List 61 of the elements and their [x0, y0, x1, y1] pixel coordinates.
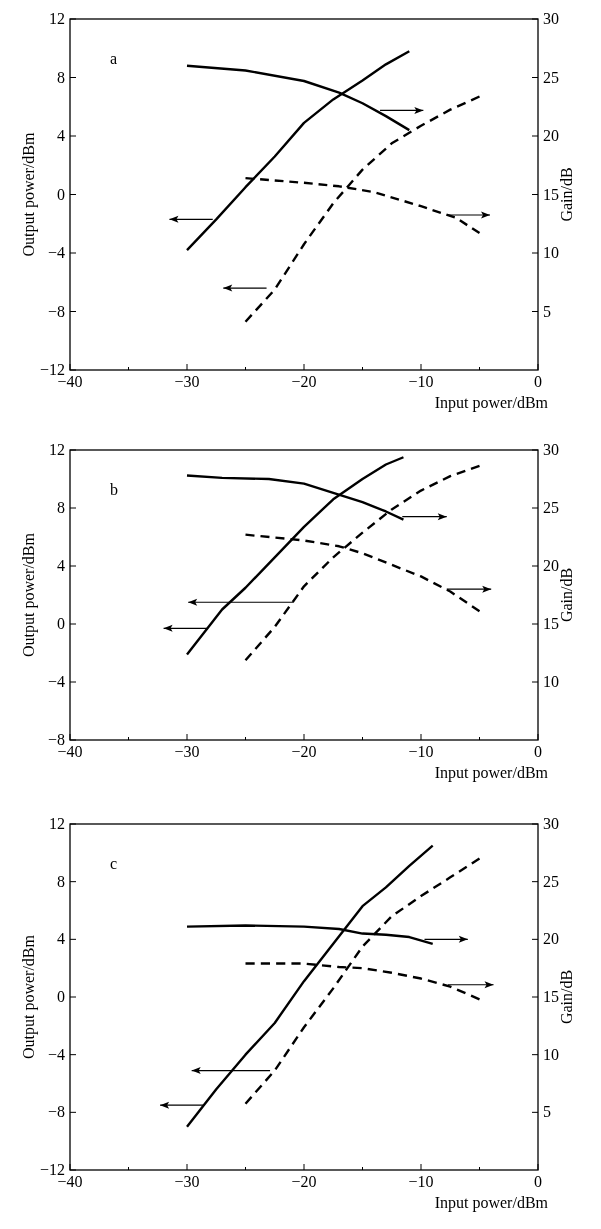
- y-axis-title: Output power/dBm: [20, 131, 38, 257]
- y2-tick-label: 20: [543, 127, 559, 144]
- y2-axis-title: Gain/dB: [558, 969, 575, 1025]
- y2-tick-label: 15: [543, 988, 559, 1005]
- y-tick-label: 12: [49, 441, 65, 458]
- x-axis-title: Input power/dBm: [434, 394, 549, 412]
- y2-tick-label: 30: [543, 441, 559, 458]
- x-tick-label: −20: [291, 1173, 317, 1190]
- y-tick-label: 8: [57, 68, 65, 86]
- y2-tick-label: 25: [543, 68, 559, 86]
- annotation: a: [110, 50, 118, 67]
- y2-tick-label: 30: [543, 10, 559, 27]
- y-tick-label: 0: [57, 615, 65, 632]
- y2-tick-label: 10: [543, 673, 559, 690]
- y2-tick-label: 10: [543, 244, 559, 261]
- x-tick-label: −10: [408, 743, 434, 760]
- y2-tick-label: 10: [543, 1045, 559, 1063]
- x-axis-title: Input power/dBm: [434, 1194, 549, 1212]
- x-tick-label: −30: [174, 1173, 200, 1190]
- y-tick-label: −4: [47, 673, 65, 690]
- y-tick-label: 4: [57, 930, 65, 948]
- x-tick-label: −20: [291, 373, 317, 390]
- y-tick-label: −8: [47, 731, 65, 748]
- x-tick-label: −30: [174, 743, 200, 760]
- y-axis-title: Output power/dBm: [20, 532, 38, 657]
- x-tick-label: −10: [408, 373, 434, 390]
- y2-tick-label: 20: [543, 930, 559, 948]
- annotation: c: [110, 855, 118, 872]
- x-tick-label: 0: [534, 743, 542, 760]
- y-tick-label: −4: [47, 1045, 65, 1063]
- y-tick-label: 8: [57, 872, 65, 890]
- y-tick-label: 8: [57, 499, 65, 516]
- y2-tick-label: 30: [543, 815, 559, 832]
- y-tick-label: −12: [39, 361, 65, 378]
- annotation: b: [110, 481, 118, 498]
- x-tick-label: 0: [534, 1173, 542, 1190]
- y-tick-label: 12: [49, 10, 65, 27]
- x-tick-label: −20: [291, 743, 317, 760]
- y-tick-label: −8: [47, 1103, 65, 1121]
- y2-tick-label: 15: [543, 615, 559, 632]
- y2-tick-label: 25: [543, 499, 559, 516]
- y-axis-title: Output power/dBm: [20, 934, 38, 1059]
- y-tick-label: 0: [57, 988, 65, 1005]
- y2-axis-title: Gain/dB: [558, 567, 575, 623]
- x-axis-title: Input power/dBm: [434, 764, 549, 782]
- y2-tick-label: 5: [543, 1103, 551, 1121]
- x-tick-label: −30: [174, 373, 200, 390]
- y2-tick-label: 20: [543, 557, 559, 574]
- y-tick-label: −4: [47, 244, 65, 261]
- y-tick-label: 4: [57, 557, 65, 574]
- y2-tick-label: 25: [543, 872, 559, 890]
- y2-tick-label: 15: [543, 185, 559, 203]
- y-tick-label: 4: [57, 127, 65, 144]
- y-tick-label: 12: [49, 815, 65, 832]
- y2-tick-label: 5: [543, 302, 551, 320]
- y-tick-label: 0: [57, 185, 65, 203]
- y-tick-label: −8: [47, 302, 65, 320]
- y2-axis-title: Gain/dB: [558, 167, 575, 222]
- x-tick-label: −10: [408, 1173, 434, 1190]
- x-tick-label: 0: [534, 373, 542, 390]
- y-tick-label: −12: [39, 1161, 65, 1178]
